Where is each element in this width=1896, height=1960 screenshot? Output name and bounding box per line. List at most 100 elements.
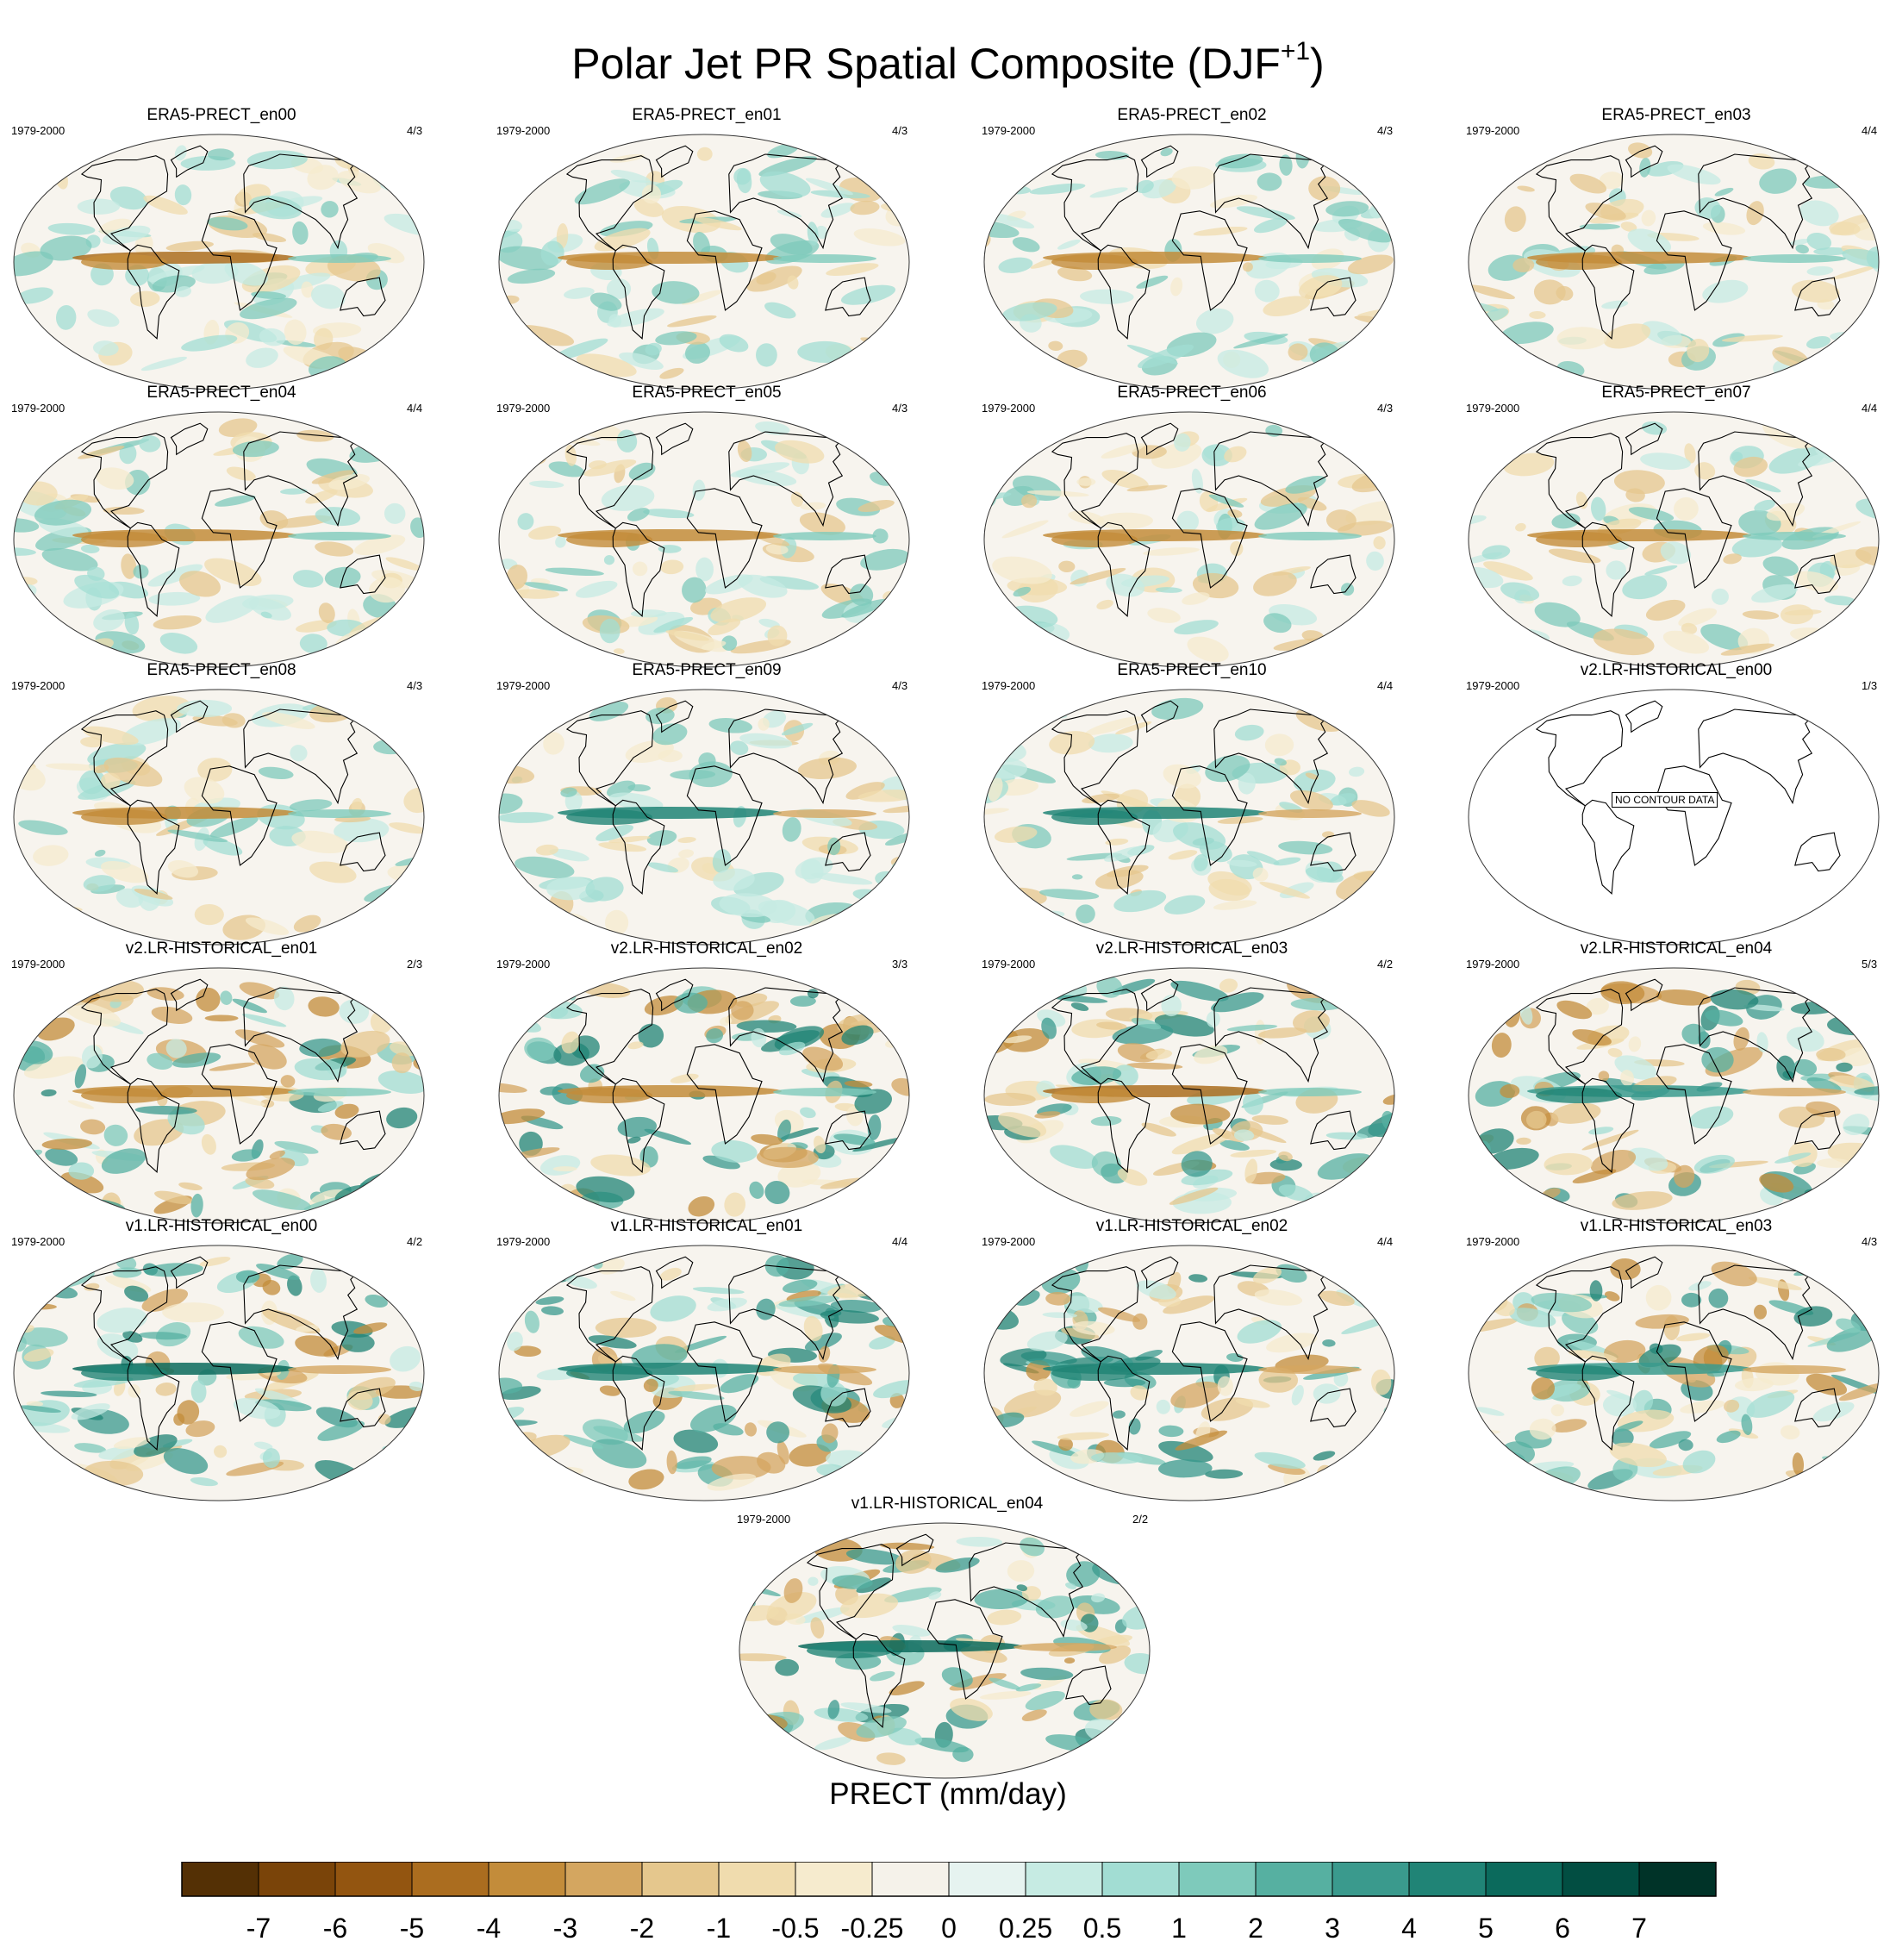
coastline xyxy=(1656,488,1732,589)
panel-event-ratio: 4/3 xyxy=(407,124,423,137)
coastline xyxy=(1698,153,1813,250)
coastline xyxy=(201,210,278,311)
coastline xyxy=(1140,422,1179,456)
coastline xyxy=(243,708,359,805)
precip-anomaly-map xyxy=(983,1245,1395,1501)
colorbar-tick-label: 7 xyxy=(1631,1913,1647,1944)
panel-period: 1979-2000 xyxy=(11,679,65,692)
map-boundary xyxy=(1468,967,1880,1224)
panel-title: ERA5-PRECT_en09 xyxy=(632,661,782,679)
panel-title: ERA5-PRECT_en08 xyxy=(147,661,296,679)
colorbar-box xyxy=(642,1862,720,1896)
map-boundary xyxy=(983,134,1395,390)
coastline xyxy=(686,1321,763,1422)
panel-period: 1979-2000 xyxy=(982,679,1036,692)
coastline xyxy=(1794,1388,1841,1428)
map-boundary xyxy=(1468,1245,1880,1501)
map-panel: v1.LR-HISTORICAL_en04 1979-2000 2/2 xyxy=(736,1494,1158,1779)
figure-title-close: ) xyxy=(1310,40,1325,88)
panel-title: v2.LR-HISTORICAL_en01 xyxy=(125,939,318,958)
colorbar-box xyxy=(1256,1862,1333,1896)
coastline xyxy=(201,1044,278,1145)
map-boundary xyxy=(983,411,1395,668)
map-boundary xyxy=(498,1245,910,1501)
coastline xyxy=(825,1110,871,1151)
map-boundary xyxy=(1468,411,1880,668)
coastline xyxy=(170,978,209,1012)
coastline xyxy=(1535,710,1624,807)
coastline xyxy=(612,1077,665,1173)
panel-event-ratio: 4/4 xyxy=(1862,124,1878,137)
coastline xyxy=(1097,799,1151,895)
coastline xyxy=(243,1264,359,1361)
map-panel: v1.LR-HISTORICAL_en02 1979-2000 4/4 xyxy=(981,1216,1403,1501)
panel-period: 1979-2000 xyxy=(982,124,1036,137)
panel-title: v1.LR-HISTORICAL_en01 xyxy=(610,1217,803,1235)
coastline xyxy=(728,708,844,805)
precip-anomaly-map xyxy=(13,1245,425,1501)
colorbar-box xyxy=(335,1862,413,1896)
panel-event-ratio: 5/3 xyxy=(1862,958,1878,971)
coastline xyxy=(1051,155,1139,252)
panel-title: v2.LR-HISTORICAL_en00 xyxy=(1580,661,1773,679)
coastline xyxy=(686,488,763,589)
panel-title: v1.LR-HISTORICAL_en00 xyxy=(125,1217,318,1235)
panel-period: 1979-2000 xyxy=(1466,402,1520,415)
coastline xyxy=(1698,1264,1813,1361)
panel-title: v1.LR-HISTORICAL_en03 xyxy=(1580,1217,1773,1235)
coastline xyxy=(1581,521,1635,617)
precip-anomaly-map xyxy=(13,411,425,668)
colorbar-box xyxy=(1639,1862,1717,1896)
colorbar-tick-label: -1 xyxy=(707,1913,731,1944)
coastline xyxy=(80,989,169,1085)
map-panel: v2.LR-HISTORICAL_en00 1979-2000 1/3 NO CONT… xyxy=(1465,660,1887,946)
map-boundary xyxy=(983,967,1395,1224)
panel-period: 1979-2000 xyxy=(496,679,551,692)
panel-event-ratio: 4/4 xyxy=(892,1235,908,1248)
panel-event-ratio: 4/3 xyxy=(407,679,423,692)
colorbar-box xyxy=(1562,1862,1640,1896)
colorbar-tick-label: 6 xyxy=(1555,1913,1570,1944)
coastline xyxy=(1171,1044,1248,1145)
coastline xyxy=(80,433,169,529)
coastline xyxy=(1051,710,1139,807)
map-panel: ERA5-PRECT_en06 1979-2000 4/3 xyxy=(981,383,1403,668)
coastline xyxy=(127,799,180,895)
colorbar-tick-label: -7 xyxy=(246,1913,271,1944)
panel-title: v2.LR-HISTORICAL_en04 xyxy=(1580,939,1773,958)
coastline xyxy=(565,710,654,807)
no-data-label: NO CONTOUR DATA xyxy=(1612,792,1718,808)
coastline xyxy=(1051,433,1139,529)
coastline xyxy=(340,832,386,872)
precip-anomaly-map xyxy=(1468,411,1880,668)
map-boundary xyxy=(1468,689,1880,946)
colorbar-box xyxy=(872,1862,950,1896)
map-panel: ERA5-PRECT_en08 1979-2000 4/3 xyxy=(10,660,433,946)
map-panel: ERA5-PRECT_en09 1979-2000 4/3 xyxy=(496,660,918,946)
colorbar-box xyxy=(259,1862,336,1896)
coastline xyxy=(1625,978,1663,1012)
coastline xyxy=(1535,433,1624,529)
precip-anomaly-map xyxy=(1468,967,1880,1224)
map-panel: v1.LR-HISTORICAL_en01 1979-2000 4/4 xyxy=(496,1216,918,1501)
coastline xyxy=(1051,989,1139,1085)
panel-period: 1979-2000 xyxy=(496,402,551,415)
map-boundary xyxy=(1468,134,1880,390)
figure-title: Polar Jet PR Spatial Composite (DJF+1) xyxy=(0,26,1896,90)
coastline xyxy=(243,987,359,1083)
coastline xyxy=(1213,153,1329,250)
coastline xyxy=(565,155,654,252)
map-panel: v2.LR-HISTORICAL_en04 1979-2000 5/3 xyxy=(1465,939,1887,1224)
map-panel: v2.LR-HISTORICAL_en02 1979-2000 3/3 xyxy=(496,939,918,1224)
colorbar-box xyxy=(1486,1862,1563,1896)
precip-anomaly-map xyxy=(1468,1245,1880,1501)
map-boundary xyxy=(498,689,910,946)
coastline xyxy=(612,521,665,617)
colorbar-box xyxy=(719,1862,796,1896)
coastline xyxy=(170,1256,209,1289)
coastline xyxy=(1171,765,1248,866)
coastline xyxy=(201,1321,278,1422)
precip-anomaly-map xyxy=(498,411,910,668)
colorbar-box xyxy=(1332,1862,1410,1896)
precip-anomaly-map xyxy=(498,967,910,1224)
